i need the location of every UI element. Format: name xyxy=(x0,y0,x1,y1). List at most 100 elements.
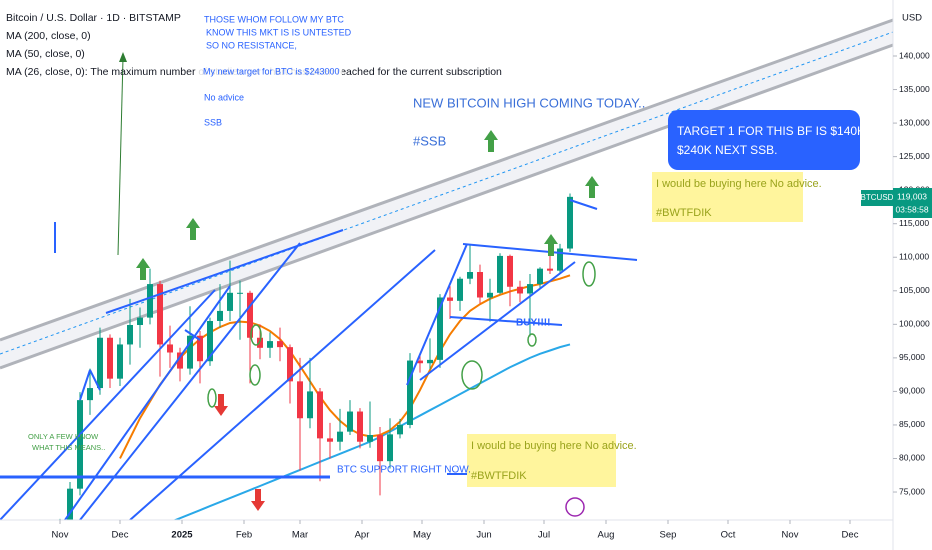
chart-title: Bitcoin / U.S. Dollar · 1D · BITSTAMP xyxy=(6,12,181,24)
x-tick-label: 2025 xyxy=(171,530,193,541)
circle-mark xyxy=(527,333,537,347)
buy-box-text: #BWTFDIK xyxy=(656,207,712,219)
candle-body xyxy=(407,360,413,425)
candle-body xyxy=(317,391,323,439)
candle-body xyxy=(227,292,233,311)
icon[interactable] xyxy=(565,497,585,517)
y-tick-label: 105,000 xyxy=(899,285,930,295)
candle-body xyxy=(177,352,183,369)
note-text: My new target for BTC is $243000 xyxy=(203,66,340,76)
candle-body xyxy=(167,344,173,353)
up-arrow xyxy=(186,218,200,240)
legend: MA (200, close, 0) MA (50, close, 0) xyxy=(6,30,91,60)
symbol-tag-text: BTCUSD xyxy=(861,193,894,202)
candle-body xyxy=(467,272,473,279)
circle-mark xyxy=(249,364,261,386)
candle-body xyxy=(357,411,363,442)
candle-body xyxy=(247,292,253,338)
candle-body xyxy=(547,268,553,271)
support-text: BTC SUPPORT RIGHT NOW. xyxy=(337,465,471,476)
headline-note: #SSB xyxy=(413,133,446,148)
countdown-text: 03:58:58 xyxy=(895,204,928,214)
circle-mark xyxy=(582,261,596,287)
trend-line xyxy=(129,249,436,520)
candle-body xyxy=(277,341,283,348)
trend-line xyxy=(569,199,598,210)
trend-line xyxy=(79,369,91,401)
x-tick-label: Mar xyxy=(292,530,308,541)
trend-line xyxy=(449,316,563,326)
candle-body xyxy=(337,431,343,442)
up-arrows xyxy=(136,130,599,280)
y-tick-label: 90,000 xyxy=(899,386,925,396)
candle-layer xyxy=(59,193,573,520)
candle-body xyxy=(377,435,383,462)
candle-body xyxy=(327,438,333,442)
few-know-text: WHAT THIS MEANS.. xyxy=(32,443,105,452)
channel-fill xyxy=(0,20,893,368)
trend-line xyxy=(105,229,344,314)
circle-mark xyxy=(250,324,262,346)
down-arrow xyxy=(214,394,228,416)
note-text: THOSE WHOM FOLLOW MY BTC xyxy=(204,14,344,24)
y-tick-label: 135,000 xyxy=(899,84,930,94)
up-arrow xyxy=(544,234,558,256)
ma-line xyxy=(119,274,571,459)
x-tick-label: Sep xyxy=(660,530,677,541)
x-tick-label: Dec xyxy=(842,530,859,541)
y-tick-label: 95,000 xyxy=(899,352,925,362)
axis-layer: 75,000 80,000 85,000 90,000 95,000 100,000 105… xyxy=(52,50,930,540)
candle-body xyxy=(297,381,303,419)
candle-body xyxy=(127,325,133,345)
trend-line xyxy=(79,242,301,520)
candle-body xyxy=(217,310,223,321)
x-tick-label: Nov xyxy=(782,530,799,541)
buy-text: BUY!!!! xyxy=(516,318,550,329)
candle-body xyxy=(147,284,153,318)
x-tick-label: Jul xyxy=(538,530,550,541)
target-text: $240K NEXT SSB. xyxy=(677,143,778,157)
candle-body xyxy=(107,337,113,379)
y-tick-label: 110,000 xyxy=(899,251,929,261)
candle-body xyxy=(87,388,93,401)
candle-body xyxy=(197,335,203,362)
x-tick-label: May xyxy=(413,530,431,541)
price-tag xyxy=(893,188,932,218)
buy-box-text: I would be buying here No advice. xyxy=(471,440,637,452)
candle-body xyxy=(207,320,213,362)
candle-body xyxy=(437,297,443,360)
circle-mark xyxy=(207,388,217,408)
note-text: No advice xyxy=(204,92,244,102)
candle-body xyxy=(67,488,73,520)
legend-entry: MA (50, close, 0) xyxy=(6,48,85,60)
target-text: TARGET 1 FOR THIS BF IS $140K xyxy=(677,124,865,138)
candle-body xyxy=(117,344,123,379)
arrow-head xyxy=(119,52,127,62)
candle-body xyxy=(557,248,563,271)
plot-area xyxy=(0,18,893,520)
symbol-tag xyxy=(861,190,893,206)
candle-body xyxy=(487,292,493,298)
price-axis xyxy=(893,0,932,550)
note-text: SO NO RESISTANCE, xyxy=(206,40,297,50)
candle-body xyxy=(347,411,353,432)
x-tick-label: Dec xyxy=(112,530,129,541)
trend-line xyxy=(419,261,576,381)
x-tick-label: Oct xyxy=(721,530,736,541)
currency-label: USD xyxy=(902,13,922,24)
candle-body xyxy=(517,286,523,294)
candle-body xyxy=(537,268,543,285)
candle-body xyxy=(387,434,393,462)
y-tick-label: 75,000 xyxy=(899,486,925,496)
candle-body xyxy=(267,341,273,348)
candle-body xyxy=(307,391,313,419)
buy-box-text: #BWTFDIK xyxy=(471,470,527,482)
buy-box-text: I would be buying here No advice. xyxy=(656,178,822,190)
trend-line xyxy=(184,329,201,341)
candle-body xyxy=(97,337,103,389)
candle-body xyxy=(457,278,463,301)
trend-line xyxy=(406,243,468,386)
candle-body xyxy=(187,335,193,369)
